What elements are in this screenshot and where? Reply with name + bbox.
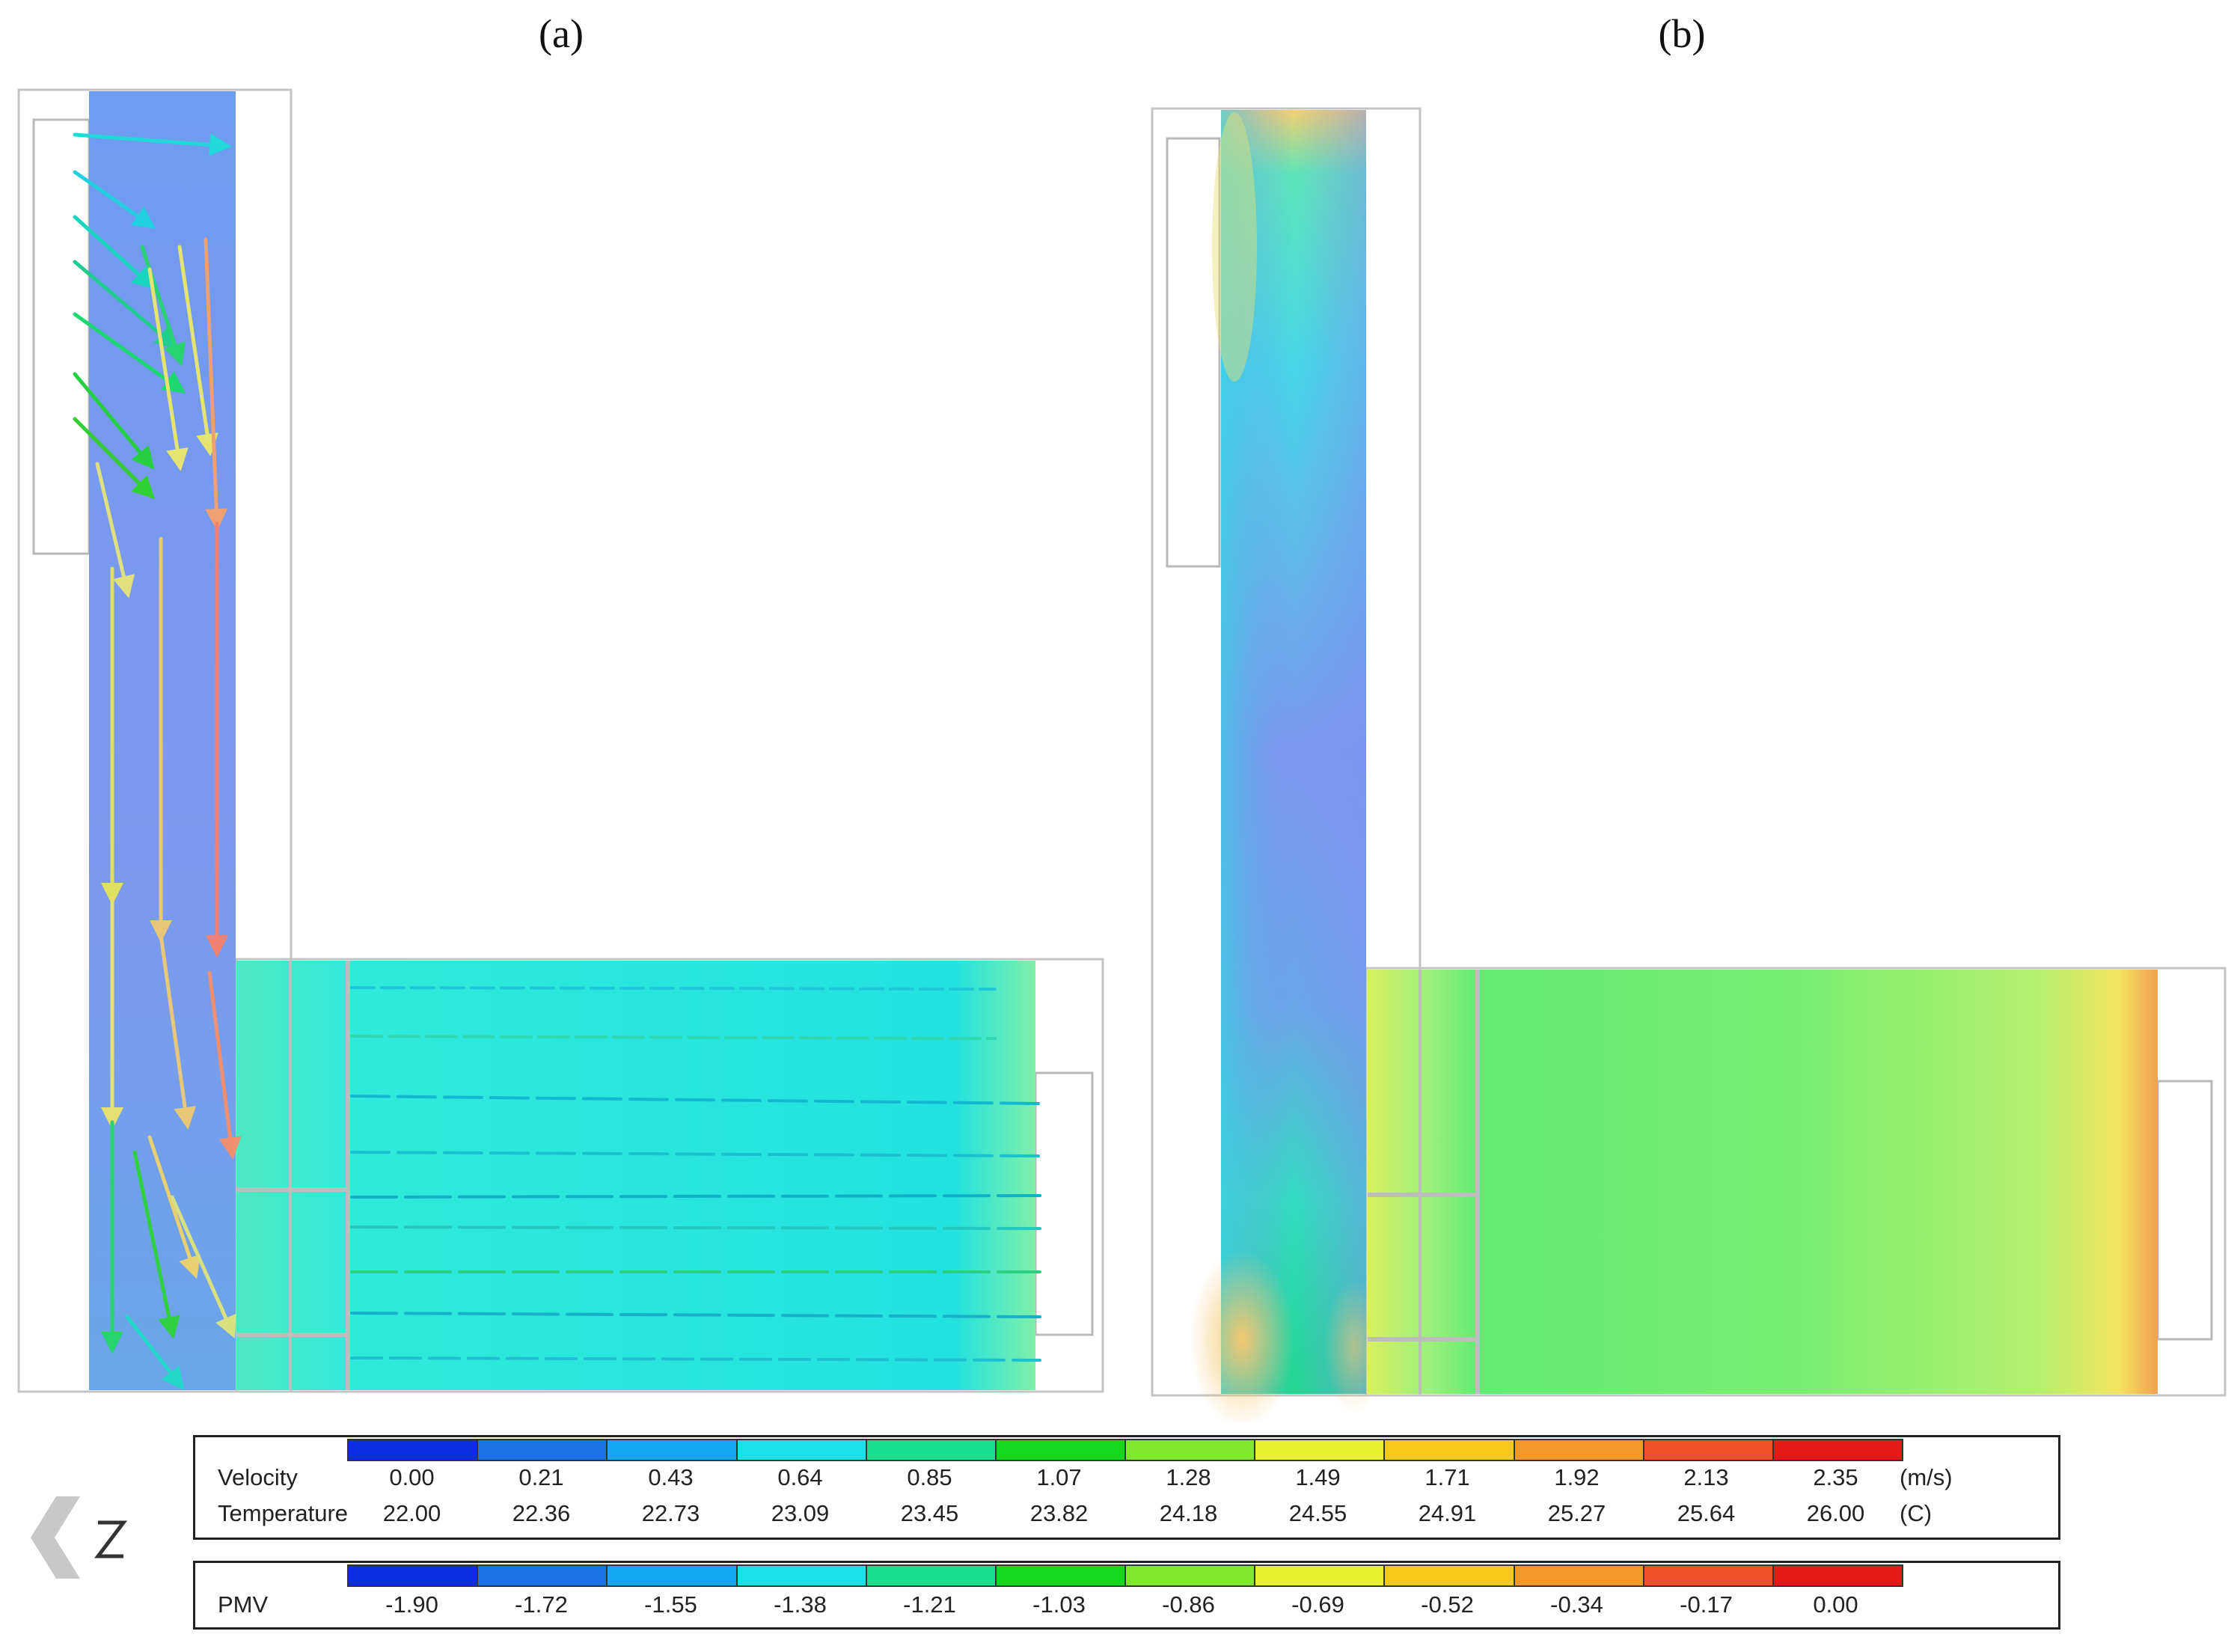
colorbar-swatch — [1255, 1566, 1386, 1585]
colorbar-swatch — [1385, 1566, 1515, 1585]
colorbar-swatch — [608, 1440, 738, 1460]
pmv-value: -1.72 — [515, 1591, 568, 1618]
colorbar-swatch — [1514, 1566, 1644, 1585]
velocity-value: 1.07 — [1036, 1464, 1082, 1490]
pmv-value: -0.17 — [1680, 1591, 1733, 1618]
panel-a-velocity-field — [17, 88, 1104, 1393]
colorbar-swatch — [1255, 1440, 1386, 1460]
panel-label-b: (b) — [1658, 11, 1706, 56]
temperature-value: 26.00 — [1806, 1500, 1865, 1526]
pmv-value: -0.52 — [1421, 1591, 1474, 1618]
temperature-value: 23.82 — [1029, 1500, 1089, 1526]
colorbar-swatch — [1126, 1440, 1256, 1460]
temperature-value: 25.27 — [1547, 1500, 1606, 1526]
colorbar-swatch — [866, 1566, 997, 1585]
colorbar-swatch — [478, 1440, 608, 1460]
velocity-value: 1.92 — [1554, 1464, 1600, 1490]
colorbar-swatch — [1644, 1440, 1774, 1460]
temperature-values: 22.00 22.36 22.73 23.09 23.45 23.82 24.1… — [347, 1500, 1900, 1527]
temperature-value: 23.45 — [900, 1500, 959, 1526]
temperature-value: 22.00 — [382, 1500, 441, 1526]
velocity-temperature-legend: Velocity Temperature 0.00 0.21 0.43 0.64… — [193, 1435, 2060, 1540]
pmv-value: -1.03 — [1032, 1591, 1086, 1618]
pmv-value: -0.86 — [1162, 1591, 1215, 1618]
pmv-value: -0.69 — [1291, 1591, 1344, 1618]
velocity-value: 0.64 — [777, 1464, 823, 1490]
pmv-value: -1.21 — [903, 1591, 956, 1618]
velocity-value: 0.85 — [907, 1464, 952, 1490]
temperature-unit: (C) — [1900, 1500, 1933, 1526]
colorbar-swatch — [996, 1566, 1127, 1585]
velocity-values: 0.00 0.21 0.43 0.64 0.85 1.07 1.28 1.49 … — [347, 1464, 1900, 1491]
colorbar-swatch — [866, 1440, 997, 1460]
temperature-value: 24.55 — [1288, 1500, 1347, 1526]
pmv-legend: PMV -1.90 -1.72 -1.55 -1.38 -1.21 -1.03 … — [193, 1561, 2060, 1630]
temperature-value: 22.36 — [512, 1500, 571, 1526]
pmv-colorbar — [347, 1564, 1903, 1587]
velocity-value: 0.00 — [389, 1464, 435, 1490]
panel-label-a: (a) — [539, 11, 584, 56]
colorbar-swatch — [737, 1566, 867, 1585]
colorbar-swatch — [1514, 1440, 1644, 1460]
colorbar-swatch — [478, 1566, 608, 1585]
temperature-label: Temperature — [218, 1500, 349, 1526]
temperature-value: 22.73 — [641, 1500, 700, 1526]
colorbar-swatch — [1773, 1440, 1903, 1460]
temperature-value: 24.18 — [1159, 1500, 1218, 1526]
temperature-value: 23.09 — [771, 1500, 830, 1526]
pmv-value: -1.38 — [774, 1591, 827, 1618]
colorbar-swatch — [608, 1566, 738, 1585]
colorbar-swatch — [737, 1440, 867, 1460]
velocity-colorbar — [347, 1439, 1903, 1461]
colorbar-swatch — [996, 1440, 1127, 1460]
pmv-label: PMV — [218, 1591, 269, 1618]
pmv-value: -1.55 — [644, 1591, 697, 1618]
velocity-value: 2.13 — [1683, 1464, 1729, 1490]
velocity-value: 2.35 — [1813, 1464, 1858, 1490]
pmv-value: 0.00 — [1813, 1591, 1858, 1618]
panel-b-pmv-field — [1151, 107, 2227, 1422]
colorbar-swatch — [1773, 1566, 1903, 1585]
velocity-value: 1.49 — [1295, 1464, 1341, 1490]
pmv-value: -1.90 — [385, 1591, 438, 1618]
colorbar-swatch — [1385, 1440, 1515, 1460]
temperature-value: 25.64 — [1677, 1500, 1736, 1526]
pmv-value: -0.34 — [1550, 1591, 1603, 1618]
colorbar-swatch — [1126, 1566, 1256, 1585]
colorbar-swatch — [349, 1566, 479, 1585]
temperature-value: 24.91 — [1418, 1500, 1477, 1526]
velocity-value: 1.71 — [1425, 1464, 1470, 1490]
north-arrow-icon — [31, 1496, 128, 1579]
cfd-figure — [17, 88, 2227, 1422]
colorbar-swatch — [1644, 1566, 1774, 1585]
velocity-value: 0.43 — [648, 1464, 694, 1490]
velocity-value: 1.28 — [1166, 1464, 1211, 1490]
pmv-values: -1.90 -1.72 -1.55 -1.38 -1.21 -1.03 -0.8… — [347, 1591, 1900, 1618]
velocity-label: Velocity — [218, 1464, 298, 1490]
velocity-value: 0.21 — [518, 1464, 564, 1490]
velocity-unit: (m/s) — [1900, 1464, 1953, 1490]
colorbar-swatch — [349, 1440, 479, 1460]
